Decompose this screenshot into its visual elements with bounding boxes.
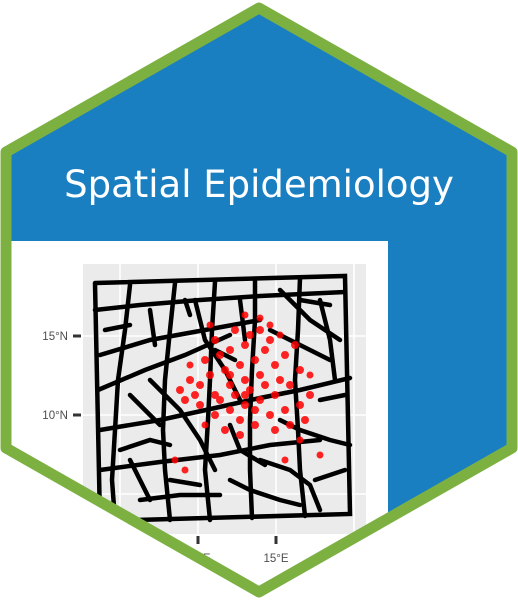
x-tick-label: 15°E xyxy=(263,553,288,565)
street-network xyxy=(92,273,353,524)
map-plot: 15°N 10°N 5°N 5°E 10°E 15°E 20°E xyxy=(10,241,388,592)
map-grid xyxy=(83,264,366,534)
sticker-title: Spatial Epidemiology xyxy=(64,163,454,206)
case-points xyxy=(171,311,324,474)
x-tick-label: 20°E xyxy=(341,553,366,565)
y-tick-label: 10°N xyxy=(42,410,68,422)
y-tick-label: 5°N xyxy=(49,489,68,501)
y-tick-label: 15°N xyxy=(42,331,68,343)
x-tick-label: 5°E xyxy=(111,553,130,565)
